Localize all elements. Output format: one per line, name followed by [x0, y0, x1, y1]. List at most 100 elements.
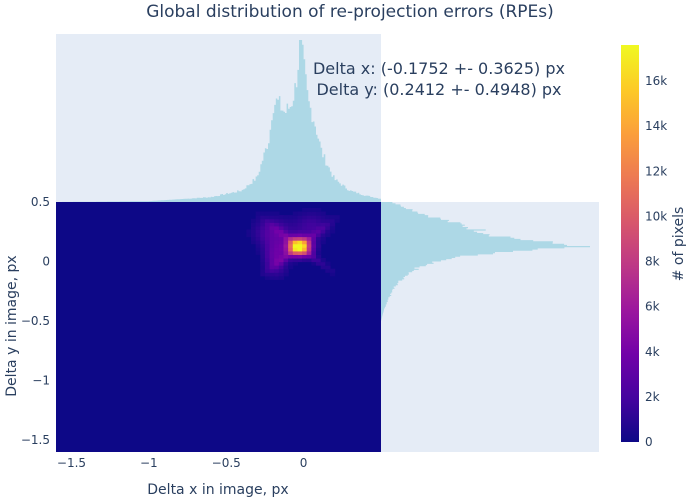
heatmap-cell	[278, 232, 285, 238]
heatmap-cell	[269, 254, 275, 259]
heatmap-cell	[255, 240, 261, 245]
x-tick-label: −0.5	[212, 456, 241, 470]
heatmap-cell	[302, 250, 308, 255]
heatmap-cell	[278, 257, 285, 263]
heatmap-cell	[320, 229, 326, 234]
heatmap-cell	[264, 265, 271, 270]
heatmap-cell	[297, 243, 303, 248]
heatmap-cell	[325, 268, 331, 273]
heatmap-cell	[329, 218, 336, 223]
y-axis-ticks: 0.5 0 −0.5 −1 −1.5	[21, 195, 50, 447]
heatmap-cell	[283, 257, 289, 263]
heatmap-cell	[325, 225, 331, 230]
heatmap-background	[56, 202, 381, 452]
heatmap-cell	[269, 250, 275, 255]
heatmap-cell	[255, 225, 261, 230]
heatmap-cell	[316, 229, 322, 234]
heatmap-cell	[278, 218, 285, 223]
heatmap-cell	[260, 272, 266, 277]
heatmap-cell	[278, 229, 285, 234]
heatmap-cell	[311, 215, 317, 220]
heatmap-cell	[306, 247, 312, 252]
heatmap-cell	[278, 254, 285, 259]
heatmap-cell	[292, 247, 299, 252]
heatmap-cell	[288, 265, 294, 270]
heatmap-cell	[269, 229, 275, 234]
heatmap-cell	[297, 257, 303, 263]
heatmap-cell	[274, 261, 280, 266]
heatmap-cell	[306, 236, 312, 241]
heatmap-cell	[297, 247, 303, 252]
heatmap-cell	[278, 215, 285, 220]
heatmap-cell	[329, 222, 336, 227]
heatmap-cell	[334, 215, 340, 220]
heatmap	[56, 202, 381, 452]
heatmap-cell	[264, 229, 271, 234]
heatmap-cell	[288, 257, 294, 263]
heatmap-cell	[292, 250, 299, 255]
heatmap-cell	[269, 211, 275, 216]
heatmap-cell	[316, 261, 322, 266]
heatmap-cell	[274, 254, 280, 259]
heatmap-cell	[297, 232, 303, 238]
heatmap-cell	[251, 218, 257, 223]
heatmap-cell	[311, 254, 317, 259]
heatmap-cell	[274, 247, 280, 252]
colorbar-tick-label: 16k	[645, 74, 667, 88]
heatmap-cell	[316, 225, 322, 230]
heatmap-cell	[269, 215, 275, 220]
heatmap-cell	[316, 218, 322, 223]
heatmap-cell	[306, 250, 312, 255]
heatmap-cell	[302, 225, 308, 230]
heatmap-cell	[269, 222, 275, 227]
heatmap-cell	[283, 272, 289, 277]
heatmap-cell	[297, 215, 303, 220]
heatmap-cell	[264, 247, 271, 252]
heatmap-cell	[325, 229, 331, 234]
heatmap-cell	[260, 236, 266, 241]
heatmap-cell	[260, 243, 266, 248]
heatmap-cell	[260, 254, 266, 259]
heatmap-cell	[288, 215, 294, 220]
heatmap-cell	[329, 229, 336, 234]
heatmap-cell	[283, 218, 289, 223]
heatmap-cell	[283, 265, 289, 270]
heatmap-cell	[255, 250, 261, 255]
heatmap-cell	[311, 207, 317, 213]
heatmap-cell	[292, 243, 299, 248]
heatmap-cell	[325, 215, 331, 220]
heatmap-cell	[278, 247, 285, 252]
heatmap-cell	[260, 229, 266, 234]
heatmap-cell	[325, 232, 331, 238]
heatmap-cell	[325, 222, 331, 227]
heatmap-cell	[316, 207, 322, 213]
heatmap-cell	[264, 232, 271, 238]
heatmap-cell	[320, 225, 326, 230]
heatmap-cell	[278, 261, 285, 266]
heatmap-cell	[269, 257, 275, 263]
heatmap-cell	[260, 215, 266, 220]
heatmap-cell	[316, 254, 322, 259]
heatmap-cell	[283, 225, 289, 230]
heatmap-cell	[302, 247, 308, 252]
heatmap-cell	[274, 250, 280, 255]
heatmap-cell	[316, 250, 322, 255]
heatmap-cell	[325, 261, 331, 266]
heatmap-cell	[255, 215, 261, 220]
heatmap-cell	[251, 240, 257, 245]
heatmap-cell	[251, 222, 257, 227]
heatmap-cell	[316, 236, 322, 241]
x-tick-label: −1.5	[57, 456, 86, 470]
heatmap-cell	[283, 261, 289, 266]
heatmap-cell	[255, 218, 261, 223]
heatmap-cell	[274, 243, 280, 248]
heatmap-cell	[269, 268, 275, 273]
heatmap-cell	[278, 275, 285, 280]
heatmap-cell	[260, 268, 266, 273]
heatmap-cell	[316, 257, 322, 263]
heatmap-cell	[316, 240, 322, 245]
heatmap-cell	[288, 236, 294, 241]
heatmap-cell	[302, 215, 308, 220]
colorbar-title: # of pixels	[671, 207, 687, 282]
